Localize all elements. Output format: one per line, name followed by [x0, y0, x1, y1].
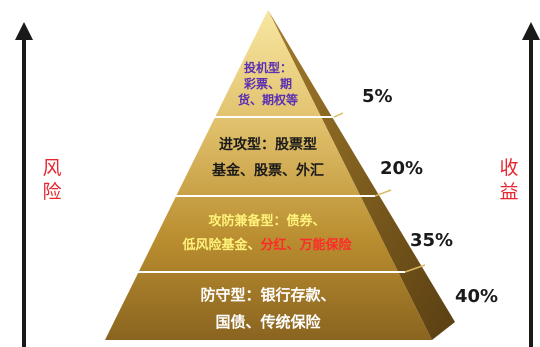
tier-speculative-line-3: 货、期权等: [237, 93, 298, 107]
tier-defensive-percent: 40%: [455, 286, 499, 307]
risk-label: 风 险: [40, 156, 64, 204]
tier-aggressive-percent: 20%: [380, 158, 424, 179]
risk-arrow-shaft: [22, 38, 26, 347]
risk-arrow-head-icon: [15, 22, 33, 40]
tier-defensive-text: 防守型：银行存款、 国债、传统保险: [128, 282, 408, 336]
tier-aggressive-line-2: 基金、股票、外汇: [212, 163, 324, 179]
tier-balanced-line-2: 低风险基金、分红、万能保险: [132, 234, 402, 258]
return-label-char-2: 益: [499, 181, 519, 203]
risk-label-char-1: 风: [42, 157, 62, 179]
pyramid-side-face: [268, 10, 455, 340]
tier-defensive-line-1: 防守型：银行存款、: [200, 286, 336, 304]
tier-speculative-line-1: 投机型：: [243, 61, 292, 75]
return-label: 收 益: [497, 156, 521, 204]
return-arrow-shaft: [529, 38, 533, 347]
tier-balanced-line-2-highlight: 分红、万能保险: [260, 238, 352, 253]
tier-defensive-line-2: 国债、传统保险: [215, 313, 321, 331]
tier-balanced-percent: 35%: [410, 230, 454, 251]
tier-balanced-line-2-main: 低风险基金、: [182, 238, 261, 253]
tier-speculative-percent: 5%: [362, 86, 393, 107]
return-label-char-1: 收: [499, 157, 519, 179]
risk-label-char-2: 险: [42, 181, 62, 203]
pyramid-front-face: [105, 10, 432, 340]
tier-aggressive-line-1: 进攻型：股票型: [219, 137, 317, 153]
tier-aggressive-text: 进攻型：股票型 基金、股票、外汇: [168, 132, 368, 184]
tier-speculative-text: 投机型： 彩票、期 货、期权等: [218, 60, 318, 108]
tier-balanced-text: 攻防兼备型：债券、 低风险基金、分红、万能保险: [132, 210, 402, 258]
tier-speculative-line-2: 彩票、期: [243, 77, 292, 91]
tier-balanced-line-1: 攻防兼备型：债券、: [208, 214, 326, 229]
return-arrow-head-icon: [522, 22, 540, 40]
